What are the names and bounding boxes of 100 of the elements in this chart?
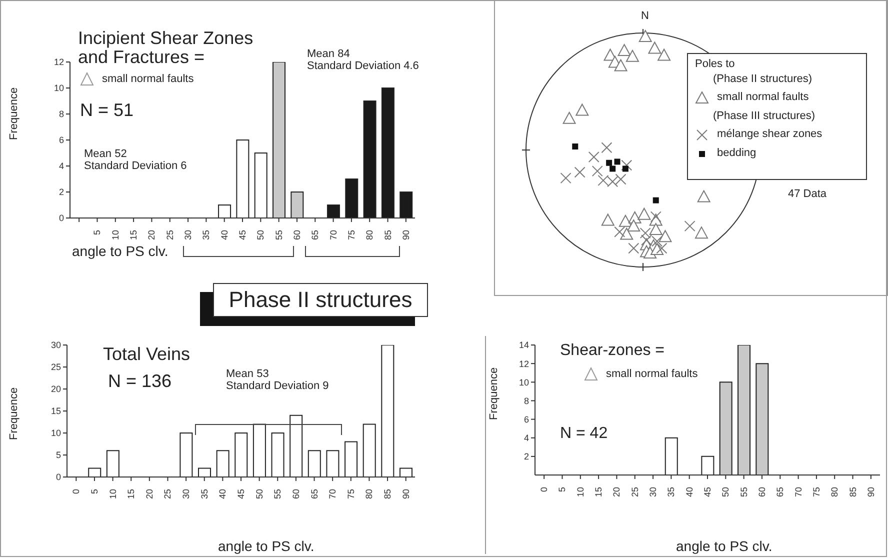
y-tick-label: 5 [56,450,61,460]
x-tick-label: 35 [199,489,210,500]
x-tick-label: 70 [793,487,804,498]
bar [344,441,358,477]
chart-title: Total Veins [103,344,190,364]
x-tick-label: 45 [236,489,246,500]
x-tick-label: 10 [575,487,586,498]
x-tick-label: 55 [272,489,283,500]
y-tick-label: 10 [54,83,64,94]
bar [198,468,212,477]
bar [88,468,102,477]
x-tick-label: 40 [684,487,694,498]
x-tick-label: 0 [539,487,550,492]
bar [326,450,340,477]
chart-title: Shear-zones = [560,342,665,359]
x-tick-label: 55 [274,230,284,240]
bar [106,450,120,477]
bar [216,450,230,477]
x-tick-label: 15 [594,487,604,498]
y-tick-label: 0 [56,472,61,482]
y-tick-label: 4 [524,433,529,444]
x-tick-label: 30 [648,487,658,498]
x-tick-label: 90 [400,489,411,500]
x-tick-label: 85 [382,489,393,500]
x-tick-label: 5 [92,230,102,236]
y-tick-label: 12 [54,57,64,68]
x-tick-label: 90 [400,230,411,240]
x-tick-label: 60 [290,489,301,500]
text: (Phase II structures) [713,73,812,85]
x-tick-label: 80 [364,230,375,240]
text: 47 Data [788,188,827,200]
x-tick-label: 0 [71,489,82,494]
x-tick-label: 70 [328,230,338,240]
x-tick-label: 30 [181,489,192,500]
bar [272,62,286,218]
y-tick-label: 25 [50,362,61,372]
x-axis-title: angle to PS clv. [218,538,314,554]
bar [738,345,751,475]
text: Poles to [695,58,735,70]
x-tick-label: 65 [775,487,786,498]
x-tick-label: 65 [309,489,320,500]
bar [236,140,250,218]
x-tick-label: 20 [612,487,622,498]
x-tick-label: 80 [830,487,840,498]
bar [399,468,412,477]
x-tick-label: 30 [183,230,194,240]
text: N [641,10,649,22]
y-tick-label: 2 [58,187,64,198]
x-tick-label: 45 [702,487,712,498]
bar [290,192,304,218]
bar [252,424,266,477]
bar [254,152,268,218]
y-tick-label: 10 [518,377,529,388]
annotation: N = 42 [560,425,608,442]
x-tick-label: 50 [254,489,264,500]
text: bedding [717,146,756,159]
y-tick-label: 6 [58,135,64,146]
x-axis-title: angle to PS clv. [72,243,168,259]
x-tick-label: 25 [162,489,173,500]
bar [381,345,394,477]
x-tick-label: 60 [292,230,302,240]
annotation: small normal faults [606,368,698,380]
x-tick-label: 80 [364,489,374,500]
x-tick-label: 10 [110,230,120,240]
chart-title: Incipient Shear Zones and Fractures = [78,28,254,67]
y-tick-label: 8 [524,396,529,406]
x-tick-label: 15 [128,230,139,240]
bar [180,432,193,477]
text: mélange shear zones [717,128,822,140]
bar [218,204,232,218]
bar [701,456,714,475]
y-tick-label: 12 [518,358,529,369]
bar [363,100,376,218]
text: Phase II structures [228,287,412,313]
y-tick-label: 30 [50,340,61,350]
y-tick-label: 15 [50,406,61,416]
annotation: Mean 84 Standard Deviation 4.6 [307,48,419,72]
x-tick-label: 40 [219,230,230,240]
y-tick-label: 20 [50,384,61,394]
x-tick-label: 5 [89,489,100,494]
annotation: N = 51 [80,100,134,120]
annotation: N = 136 [108,371,172,391]
x-tick-label: 55 [738,487,749,498]
y-tick-label: 14 [518,340,529,350]
y-tick-label: 8 [58,109,64,120]
x-tick-label: 75 [346,489,356,500]
x-tick-label: 25 [630,487,640,498]
x-tick-label: 10 [108,489,118,500]
annotation: Mean 53 Standard Deviation 9 [226,368,329,392]
x-tick-label: 85 [848,487,858,498]
bar [326,204,340,218]
text: (Phase III structures) [713,110,816,122]
x-tick-label: 35 [666,487,676,498]
y-axis-title: Frequence [8,387,20,440]
x-tick-label: 75 [811,487,822,498]
x-axis-title: angle to PS clv. [676,538,772,554]
y-axis-title: Frequence [488,367,500,420]
x-tick-label: 20 [146,230,157,240]
bar [664,437,678,475]
bar [719,382,732,475]
